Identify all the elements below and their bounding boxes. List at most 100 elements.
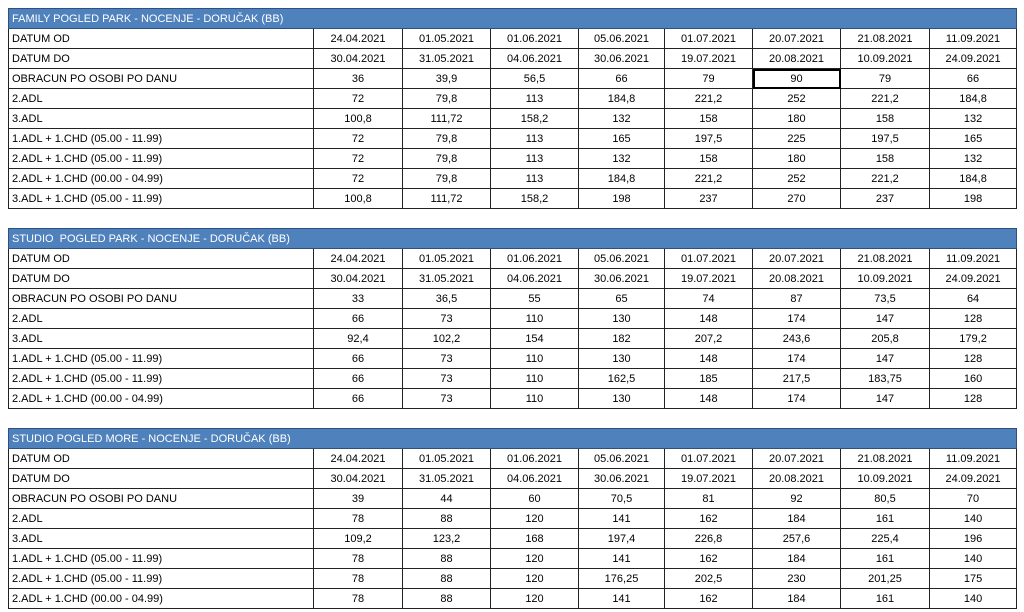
cell: 100,8 xyxy=(313,188,403,209)
cell: 162 xyxy=(664,508,753,529)
cell: 226,8 xyxy=(664,528,753,549)
cell: 158 xyxy=(840,148,930,169)
cell: 158 xyxy=(840,108,930,129)
cell: 04.06.2021 xyxy=(490,468,579,489)
cell: 72 xyxy=(313,128,403,149)
row-label: 2.ADL + 1.CHD (05.00 - 11.99) xyxy=(8,148,314,169)
row-label: DATUM OD xyxy=(8,248,314,269)
cell: 128 xyxy=(928,388,1018,409)
row-label: 2.ADL xyxy=(8,508,314,529)
table-row: 1.ADL + 1.CHD (05.00 - 11.99) 72 79,8 113 16… xyxy=(8,128,1018,149)
cell: 184 xyxy=(752,588,841,609)
row-label: 2.ADL xyxy=(8,308,314,329)
cell: 237 xyxy=(840,188,930,209)
cell: 120 xyxy=(490,588,579,609)
cell: 113 xyxy=(490,148,579,169)
cell: 160 xyxy=(928,368,1018,389)
cell: 31.05.2021 xyxy=(402,468,491,489)
row-label: OBRACUN PO OSOBI PO DANU xyxy=(8,488,314,509)
price-table: STUDIO POGLED PARK - NOCENJE - DORUČAK (… xyxy=(7,228,1018,409)
cell: 113 xyxy=(490,88,579,109)
cell: 130 xyxy=(578,308,665,329)
row-label: 1.ADL + 1.CHD (05.00 - 11.99) xyxy=(8,548,314,569)
cell: 185 xyxy=(664,368,753,389)
cell: 179,2 xyxy=(928,328,1018,349)
cell: 162 xyxy=(664,588,753,609)
cell: 79 xyxy=(840,68,930,89)
cell: 73 xyxy=(402,348,491,369)
cell: 20.08.2021 xyxy=(752,48,841,69)
cell: 74 xyxy=(664,288,753,309)
cell: 87 xyxy=(752,288,841,309)
cell: 92 xyxy=(752,488,841,509)
cell: 207,2 xyxy=(664,328,753,349)
price-table: FAMILY POGLED PARK - NOCENJE - DORUČAK (… xyxy=(7,8,1018,209)
cell: 237 xyxy=(664,188,753,209)
cell: 88 xyxy=(402,568,491,589)
cell: 30.06.2021 xyxy=(578,268,665,289)
cell: 66 xyxy=(313,368,403,389)
cell: 01.05.2021 xyxy=(402,28,491,49)
cell: 19.07.2021 xyxy=(664,268,753,289)
cell: 81 xyxy=(664,488,753,509)
cell: 147 xyxy=(840,388,930,409)
cell: 64 xyxy=(928,288,1018,309)
cell: 110 xyxy=(490,348,579,369)
cell: 183,75 xyxy=(840,368,930,389)
cell: 01.06.2021 xyxy=(490,28,579,49)
cell: 184,8 xyxy=(578,88,665,109)
cell: 161 xyxy=(840,508,930,529)
cell: 30.04.2021 xyxy=(313,48,403,69)
cell: 120 xyxy=(490,508,579,529)
cell: 79,8 xyxy=(402,148,491,169)
cell: 73,5 xyxy=(840,288,930,309)
cell: 132 xyxy=(578,108,665,129)
cell: 66 xyxy=(313,388,403,409)
cell: 72 xyxy=(313,148,403,169)
cell: 78 xyxy=(313,588,403,609)
cell: 72 xyxy=(313,88,403,109)
cell: 141 xyxy=(578,588,665,609)
cell: 66 xyxy=(578,68,665,89)
cell: 11.09.2021 xyxy=(928,248,1018,269)
cell: 196 xyxy=(928,528,1018,549)
cell: 168 xyxy=(490,528,579,549)
cell: 31.05.2021 xyxy=(402,48,491,69)
cell: 174 xyxy=(752,308,841,329)
cell: 197,5 xyxy=(840,128,930,149)
cell: 79,8 xyxy=(402,168,491,189)
cell: 92,4 xyxy=(313,328,403,349)
cell: 252 xyxy=(752,88,841,109)
cell: 221,2 xyxy=(840,88,930,109)
cell: 109,2 xyxy=(313,528,403,549)
cell: 225,4 xyxy=(840,528,930,549)
cell: 120 xyxy=(490,568,579,589)
cell: 113 xyxy=(490,168,579,189)
cell: 243,6 xyxy=(752,328,841,349)
cell: 132 xyxy=(928,108,1018,129)
cell: 78 xyxy=(313,508,403,529)
cell: 21.08.2021 xyxy=(840,28,930,49)
cell: 39,9 xyxy=(402,68,491,89)
cell: 110 xyxy=(490,368,579,389)
cell: 24.09.2021 xyxy=(928,48,1018,69)
cell: 141 xyxy=(578,508,665,529)
cell: 148 xyxy=(664,388,753,409)
row-label: DATUM OD xyxy=(8,28,314,49)
title-row: STUDIO POGLED MORE - NOCENJE - DORUČAK (… xyxy=(7,428,1018,449)
cell: 184,8 xyxy=(928,168,1018,189)
cell: 10.09.2021 xyxy=(840,468,930,489)
cell: 79,8 xyxy=(402,88,491,109)
cell: 225 xyxy=(752,128,841,149)
cell: 05.06.2021 xyxy=(578,448,665,469)
row-label: 2.ADL + 1.CHD (05.00 - 11.99) xyxy=(8,568,314,589)
cell: 73 xyxy=(402,308,491,329)
cell: 01.05.2021 xyxy=(402,248,491,269)
table-title: FAMILY POGLED PARK - NOCENJE - DORUČAK (… xyxy=(7,8,1018,29)
cell: 158,2 xyxy=(490,108,579,129)
title-row: FAMILY POGLED PARK - NOCENJE - DORUČAK (… xyxy=(7,8,1018,29)
cell: 110 xyxy=(490,388,579,409)
table-row: 2.ADL + 1.CHD (00.00 - 04.99) 72 79,8 113 18… xyxy=(8,168,1018,189)
table-row: 3.ADL 100,8 111,72 158,2 132 158 180 158 132 xyxy=(8,108,1018,129)
row-label: DATUM DO xyxy=(8,48,314,69)
